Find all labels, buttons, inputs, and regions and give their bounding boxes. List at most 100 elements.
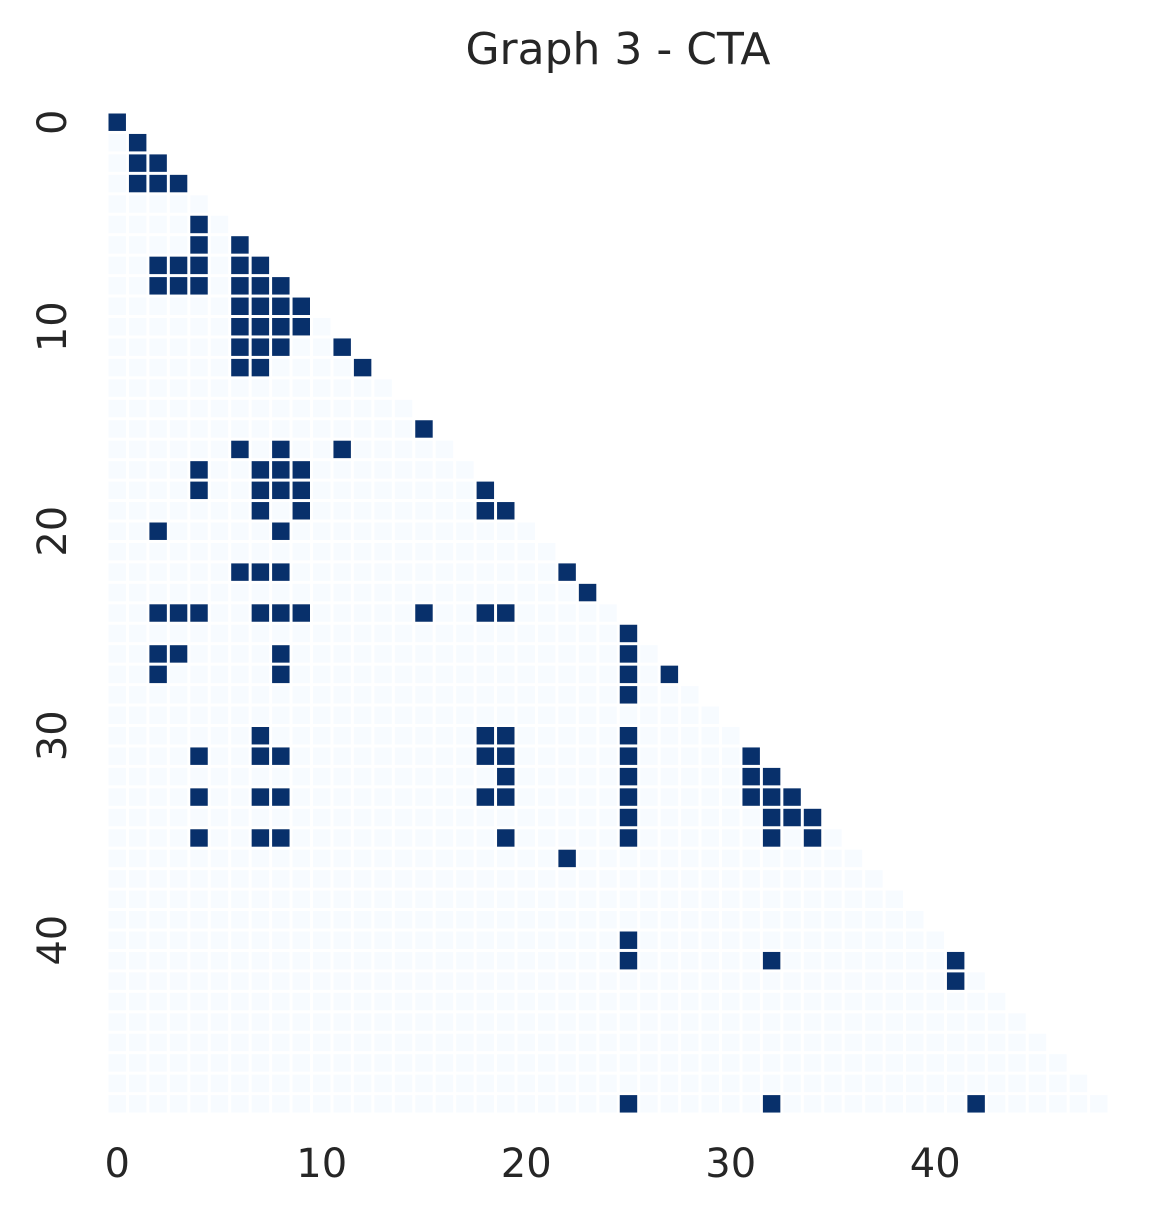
heatmap-cell: [190, 256, 208, 275]
heatmap-cell: [128, 174, 147, 193]
heatmap-cell: [660, 911, 679, 929]
heatmap-cell: [231, 788, 249, 806]
heatmap-cell: [865, 972, 883, 990]
heatmap-cell: [476, 890, 495, 909]
heatmap-cell: [537, 747, 556, 765]
heatmap-cell: [394, 1013, 413, 1031]
heatmap-cell: [190, 686, 208, 704]
heatmap-cell: [394, 727, 413, 745]
heatmap-cell: [701, 747, 719, 765]
heatmap-cell: [803, 1074, 822, 1093]
heatmap-cell: [578, 992, 597, 1011]
heatmap-cell: [844, 1033, 863, 1052]
heatmap-cell: [190, 195, 208, 213]
heatmap-cell: [456, 890, 474, 909]
heatmap-cell: [803, 890, 822, 909]
heatmap-cell: [292, 665, 310, 684]
heatmap-cell: [210, 767, 229, 786]
heatmap-cell: [1008, 1054, 1026, 1072]
heatmap-cell: [415, 727, 433, 745]
heatmap-cell: [272, 1074, 290, 1093]
heatmap-cell: [844, 1074, 863, 1093]
heatmap-cell: [906, 911, 924, 929]
heatmap-cell: [558, 563, 576, 581]
heatmap-cell: [783, 1033, 801, 1052]
heatmap-cell: [210, 992, 229, 1011]
heatmap-cell: [824, 972, 842, 990]
heatmap-cell: [456, 461, 474, 479]
heatmap-cell: [190, 931, 208, 949]
heatmap-cell: [272, 502, 290, 520]
heatmap-cell: [456, 542, 474, 561]
x-tick-label: 10: [296, 1141, 347, 1187]
heatmap-cell: [578, 972, 597, 990]
heatmap-cell: [272, 542, 290, 561]
heatmap-cell: [701, 1095, 719, 1113]
heatmap-cell: [435, 1054, 454, 1072]
heatmap-cell: [292, 542, 310, 561]
heatmap-cell: [190, 1074, 208, 1093]
heatmap-cell: [558, 583, 576, 602]
heatmap-cell: [722, 849, 740, 868]
heatmap-cell: [128, 972, 147, 990]
heatmap-cell: [476, 1074, 495, 1093]
heatmap-cell: [415, 502, 433, 520]
heatmap-cell: [906, 972, 924, 990]
heatmap-cell: [476, 992, 495, 1011]
heatmap-cell: [251, 788, 270, 806]
heatmap-cell: [824, 849, 842, 868]
heatmap-cell: [681, 1054, 699, 1072]
heatmap-cell: [599, 706, 617, 724]
heatmap-cell: [231, 236, 249, 254]
heatmap-cell: [844, 849, 863, 868]
heatmap-cell: [128, 931, 147, 949]
heatmap-cell: [292, 870, 310, 888]
heatmap-cell: [783, 788, 801, 806]
heatmap-cell: [476, 481, 495, 500]
heatmap-cell: [210, 706, 229, 724]
heatmap-cell: [272, 808, 290, 827]
heatmap-cell: [149, 1013, 167, 1031]
heatmap-cell: [435, 706, 454, 724]
heatmap-cell: [353, 911, 372, 929]
heatmap-cell: [394, 890, 413, 909]
heatmap-cell: [108, 338, 126, 356]
heatmap-cell: [210, 1054, 229, 1072]
heatmap-cell: [292, 808, 310, 827]
x-tick-label: 0: [104, 1141, 129, 1187]
heatmap-cell: [231, 972, 249, 990]
heatmap-cell: [926, 1095, 944, 1113]
heatmap-cell: [681, 727, 699, 745]
heatmap-cell: [210, 256, 229, 275]
heatmap-cell: [640, 972, 658, 990]
heatmap-cell: [906, 1054, 924, 1072]
heatmap-cell: [108, 379, 126, 397]
heatmap-cell: [701, 890, 719, 909]
heatmap-cell: [578, 583, 597, 602]
heatmap-cell: [415, 1013, 433, 1031]
heatmap-cell: [599, 1033, 617, 1052]
heatmap-cell: [210, 1074, 229, 1093]
heatmap-cell: [394, 747, 413, 765]
heatmap-cell: [108, 542, 126, 561]
heatmap-cell: [128, 297, 147, 315]
heatmap-cell: [722, 890, 740, 909]
heatmap-cell: [333, 420, 351, 438]
heatmap-cell: [742, 1074, 760, 1093]
heatmap-cell: [906, 1013, 924, 1031]
heatmap-cell: [190, 1033, 208, 1052]
heatmap-cell: [558, 747, 576, 765]
heatmap-cell: [742, 829, 760, 847]
heatmap-cell: [169, 951, 188, 970]
heatmap-cell: [681, 829, 699, 847]
heatmap-cell: [456, 931, 474, 949]
heatmap-cell: [272, 686, 290, 704]
heatmap-cell: [374, 1054, 392, 1072]
heatmap-cell: [394, 563, 413, 581]
heatmap-cell: [190, 665, 208, 684]
heatmap-cell: [251, 502, 270, 520]
heatmap-cell: [333, 686, 351, 704]
heatmap-cell: [272, 338, 290, 356]
heatmap-cell: [231, 829, 249, 847]
heatmap-cell: [987, 1033, 1006, 1052]
